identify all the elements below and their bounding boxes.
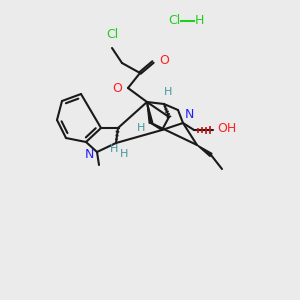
Text: OH: OH — [217, 122, 236, 136]
Text: H: H — [110, 144, 118, 154]
Text: O: O — [159, 55, 169, 68]
Text: H: H — [195, 14, 204, 28]
Text: O: O — [112, 82, 122, 94]
Text: H: H — [136, 123, 145, 133]
Text: N: N — [185, 108, 194, 121]
Text: H: H — [120, 149, 128, 159]
Text: Cl: Cl — [106, 28, 118, 41]
Polygon shape — [147, 102, 153, 123]
Text: H: H — [164, 87, 172, 97]
Text: N: N — [85, 148, 94, 160]
Text: Cl: Cl — [168, 14, 180, 28]
Polygon shape — [197, 145, 212, 156]
